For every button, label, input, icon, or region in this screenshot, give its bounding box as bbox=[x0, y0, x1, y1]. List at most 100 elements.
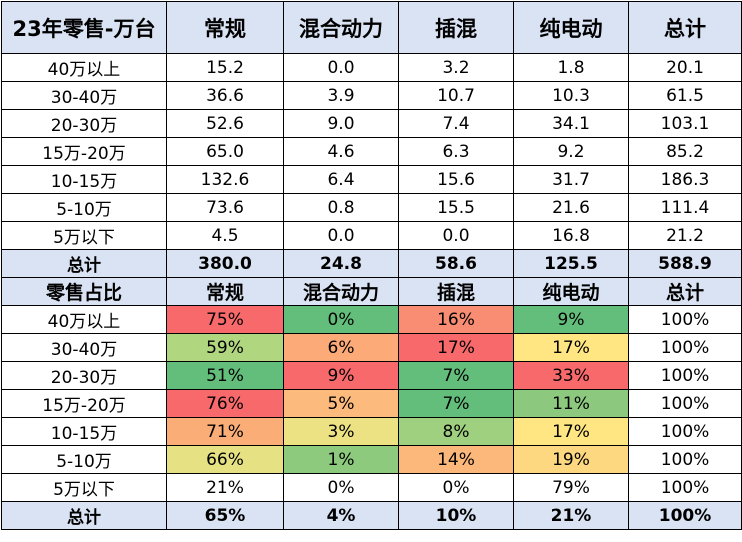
row-label-cell: 30-40万 bbox=[1, 333, 167, 362]
value-cell: 15.2 bbox=[166, 53, 284, 82]
row-label-cell: 总计 bbox=[1, 249, 167, 278]
value-cell: 7.4 bbox=[398, 109, 514, 138]
value-cell: 15.6 bbox=[398, 165, 514, 194]
table1-total-row: 总计 380.0 24.8 58.6 125.5 588.9 bbox=[1, 249, 742, 278]
table2-data-row: 5-10万 66% 1% 14% 19% 100% bbox=[1, 445, 742, 474]
table2-total-row: 总计 65% 4% 10% 21% 100% bbox=[1, 501, 742, 530]
value-cell: 11% bbox=[513, 389, 629, 418]
value-cell: 21% bbox=[166, 473, 284, 502]
value-cell: 34.1 bbox=[513, 109, 629, 138]
row-label-cell: 5-10万 bbox=[1, 193, 167, 222]
value-cell: 8% bbox=[398, 417, 514, 446]
value-cell: 16% bbox=[398, 305, 514, 334]
table2-data-row: 10-15万 71% 3% 8% 17% 100% bbox=[1, 417, 742, 446]
value-cell: 10% bbox=[398, 501, 514, 530]
value-cell: 100% bbox=[628, 305, 742, 334]
row-label-cell: 15万-20万 bbox=[1, 389, 167, 418]
value-cell: 100% bbox=[628, 361, 742, 390]
value-cell: 9.0 bbox=[283, 109, 399, 138]
value-cell: 65% bbox=[166, 501, 284, 530]
value-cell: 9% bbox=[513, 305, 629, 334]
value-cell: 51% bbox=[166, 361, 284, 390]
value-cell: 5% bbox=[283, 389, 399, 418]
value-cell: 插混 bbox=[398, 1, 514, 54]
value-cell: 常规 bbox=[166, 1, 284, 54]
row-label-cell: 总计 bbox=[1, 501, 167, 530]
value-cell: 0.0 bbox=[398, 221, 514, 250]
value-cell: 6.3 bbox=[398, 137, 514, 166]
value-cell: 79% bbox=[513, 473, 629, 502]
value-cell: 4% bbox=[283, 501, 399, 530]
row-label-cell: 10-15万 bbox=[1, 417, 167, 446]
row-label-cell: 5万以下 bbox=[1, 221, 167, 250]
value-cell: 103.1 bbox=[628, 109, 742, 138]
value-cell: 4.5 bbox=[166, 221, 284, 250]
value-cell: 24.8 bbox=[283, 249, 399, 278]
retail-table: 23年零售-万台 常规 混合动力 插混 纯电动 总计 40万以上 15.2 0.0 3.2 1.8 2… bbox=[1, 1, 742, 530]
row-label-cell: 5-10万 bbox=[1, 445, 167, 474]
value-cell: 66% bbox=[166, 445, 284, 474]
value-cell: 17% bbox=[513, 333, 629, 362]
value-cell: 71% bbox=[166, 417, 284, 446]
value-cell: 0% bbox=[398, 473, 514, 502]
value-cell: 21.6 bbox=[513, 193, 629, 222]
table1-data-row: 5-10万 73.6 0.8 15.5 21.6 111.4 bbox=[1, 193, 742, 222]
value-cell: 0.0 bbox=[283, 221, 399, 250]
value-cell: 纯电动 bbox=[513, 1, 629, 54]
value-cell: 常规 bbox=[166, 277, 284, 306]
value-cell: 0% bbox=[283, 305, 399, 334]
table2-header-row: 零售占比 常规 混合动力 插混 纯电动 总计 bbox=[1, 277, 742, 306]
value-cell: 7% bbox=[398, 389, 514, 418]
row-label-cell: 20-30万 bbox=[1, 109, 167, 138]
value-cell: 75% bbox=[166, 305, 284, 334]
value-cell: 58.6 bbox=[398, 249, 514, 278]
value-cell: 总计 bbox=[628, 277, 742, 306]
value-cell: 6% bbox=[283, 333, 399, 362]
row-label-cell: 零售占比 bbox=[1, 277, 167, 306]
table2-data-row: 40万以上 75% 0% 16% 9% 100% bbox=[1, 305, 742, 334]
value-cell: 100% bbox=[628, 501, 742, 530]
row-label-cell: 23年零售-万台 bbox=[1, 1, 167, 54]
value-cell: 59% bbox=[166, 333, 284, 362]
value-cell: 3.9 bbox=[283, 81, 399, 110]
row-label-cell: 15万-20万 bbox=[1, 137, 167, 166]
row-label-cell: 10-15万 bbox=[1, 165, 167, 194]
value-cell: 100% bbox=[628, 333, 742, 362]
value-cell: 20.1 bbox=[628, 53, 742, 82]
value-cell: 插混 bbox=[398, 277, 514, 306]
value-cell: 33% bbox=[513, 361, 629, 390]
value-cell: 16.8 bbox=[513, 221, 629, 250]
value-cell: 7% bbox=[398, 361, 514, 390]
value-cell: 17% bbox=[398, 333, 514, 362]
value-cell: 10.3 bbox=[513, 81, 629, 110]
value-cell: 65.0 bbox=[166, 137, 284, 166]
row-label-cell: 30-40万 bbox=[1, 81, 167, 110]
table2-data-row: 30-40万 59% 6% 17% 17% 100% bbox=[1, 333, 742, 362]
value-cell: 19% bbox=[513, 445, 629, 474]
value-cell: 总计 bbox=[628, 1, 742, 54]
value-cell: 31.7 bbox=[513, 165, 629, 194]
table2-data-row: 5万以下 21% 0% 0% 79% 100% bbox=[1, 473, 742, 502]
value-cell: 380.0 bbox=[166, 249, 284, 278]
value-cell: 186.3 bbox=[628, 165, 742, 194]
row-label-cell: 20-30万 bbox=[1, 361, 167, 390]
value-cell: 10.7 bbox=[398, 81, 514, 110]
value-cell: 3.2 bbox=[398, 53, 514, 82]
row-label-cell: 40万以上 bbox=[1, 305, 167, 334]
table2-data-row: 15万-20万 76% 5% 7% 11% 100% bbox=[1, 389, 742, 418]
value-cell: 3% bbox=[283, 417, 399, 446]
value-cell: 61.5 bbox=[628, 81, 742, 110]
table1-data-row: 20-30万 52.6 9.0 7.4 34.1 103.1 bbox=[1, 109, 742, 138]
table2-data-row: 20-30万 51% 9% 7% 33% 100% bbox=[1, 361, 742, 390]
table1-data-row: 15万-20万 65.0 4.6 6.3 9.2 85.2 bbox=[1, 137, 742, 166]
value-cell: 9% bbox=[283, 361, 399, 390]
value-cell: 85.2 bbox=[628, 137, 742, 166]
value-cell: 132.6 bbox=[166, 165, 284, 194]
row-label-cell: 5万以下 bbox=[1, 473, 167, 502]
table1-header-row: 23年零售-万台 常规 混合动力 插混 纯电动 总计 bbox=[1, 1, 742, 54]
table1-data-row: 30-40万 36.6 3.9 10.7 10.3 61.5 bbox=[1, 81, 742, 110]
value-cell: 混合动力 bbox=[283, 277, 399, 306]
table1-data-row: 10-15万 132.6 6.4 15.6 31.7 186.3 bbox=[1, 165, 742, 194]
value-cell: 15.5 bbox=[398, 193, 514, 222]
value-cell: 588.9 bbox=[628, 249, 742, 278]
